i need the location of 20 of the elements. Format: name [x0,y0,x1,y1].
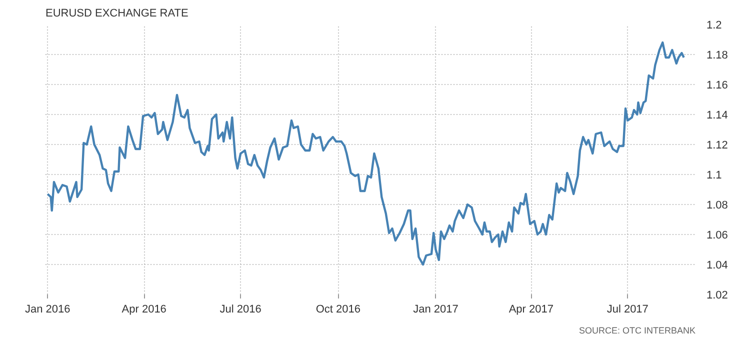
x-tick-label: Apr 2017 [508,304,554,316]
x-tick-label: Oct 2016 [316,304,360,316]
line-series [46,41,685,266]
x-tick-label: Jan 2017 [413,304,458,316]
x-tick-label: Jul 2016 [220,304,262,316]
x-tick-label: Apr 2016 [122,304,166,316]
source-note: SOURCE: OTC INTERBANK [578,326,696,336]
x-tick-label: Jul 2017 [606,304,648,316]
y-tick-label: 1.04 [706,260,728,272]
y-tick-label: 1.14 [706,110,728,122]
y-tick-label: 1.06 [706,230,728,242]
y-tick-label: 1.18 [706,50,728,62]
y-tick-label: 1.08 [706,200,728,212]
chart-title: EURUSD EXCHANGE RATE [46,8,188,20]
y-tick-label: 1.2 [706,20,722,32]
y-tick-label: 1.12 [706,140,728,152]
y-tick-label: 1.16 [706,80,728,92]
x-tick-label: Jan 2016 [24,304,70,316]
y-tick-label: 1.02 [706,290,728,302]
y-tick-label: 1.1 [706,170,722,182]
